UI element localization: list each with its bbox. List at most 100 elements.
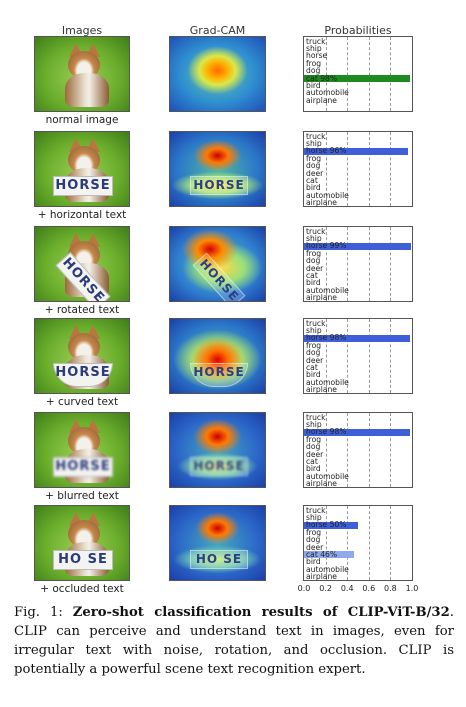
figure-caption: Fig. 1: Zero-shot classification results…	[14, 603, 454, 679]
grid-line	[347, 506, 349, 580]
axis-tick-label: 0.4	[340, 584, 354, 593]
probability-bar	[304, 521, 358, 529]
column-header-images: Images	[61, 24, 103, 37]
grid-line	[390, 37, 392, 111]
grid-line	[347, 319, 349, 393]
axis-tick-label: 0.0	[297, 584, 311, 593]
bar-label: cat 46%	[306, 549, 338, 559]
grid-line	[390, 319, 392, 393]
class-label: truck	[306, 226, 326, 236]
text-sign: HO SE	[53, 550, 113, 570]
class-label: bird	[306, 464, 321, 474]
cat-image: HORSE	[34, 412, 130, 488]
class-label: ship	[306, 419, 322, 429]
class-label: frog	[306, 248, 322, 258]
caption-text: . CLIP can perceive and understand text …	[14, 605, 454, 677]
bar-label: horse 96%	[306, 146, 347, 156]
probability-axis: 0.0 0.2 0.4 0.6 0.8 1.0	[298, 584, 419, 594]
cat-image: HORSE	[34, 131, 130, 207]
grid-line	[368, 132, 370, 206]
gradcam-heatmap: HORSE	[169, 131, 266, 207]
text-sign: HORSE	[53, 457, 113, 477]
class-label: frog	[306, 527, 322, 537]
axis-tick-label: 0.6	[362, 584, 376, 593]
grid-line	[368, 37, 370, 111]
grid-line	[347, 227, 349, 301]
class-label: ship	[306, 233, 322, 243]
grid-line	[390, 132, 392, 206]
class-label: truck	[306, 505, 326, 515]
bar-label: horse 98%	[306, 427, 347, 437]
class-label: automobile	[306, 377, 349, 387]
class-label: dog	[306, 442, 321, 452]
bar-label: horse 99%	[306, 241, 347, 251]
heatmap-text-sign: HORSE	[190, 176, 248, 195]
grid-line	[368, 413, 370, 487]
result-row: HORSE HORSE + rotated text truck ship horse 9…	[0, 226, 466, 318]
heatmap-text-sign: HORSE	[190, 457, 248, 476]
class-label: dog	[306, 256, 321, 266]
class-label: deer	[306, 449, 324, 459]
class-label: truck	[306, 412, 326, 422]
result-row: HORSE HORSE + blurred text truck ship horse 9…	[0, 412, 466, 504]
grid-line	[368, 319, 370, 393]
probability-bar	[304, 75, 410, 82]
class-label: cat	[306, 362, 318, 372]
grid-line	[368, 506, 370, 580]
grid-line	[390, 413, 392, 487]
caption-label: Fig. 1:	[14, 605, 63, 620]
heatmap-text-sign: HORSE	[190, 363, 248, 387]
class-label: truck	[306, 36, 326, 46]
gradcam-heatmap: HO SE	[169, 505, 266, 581]
grid-line	[390, 506, 392, 580]
bar-label: cat 98%	[306, 73, 338, 83]
grid-line	[368, 227, 370, 301]
class-label: dog	[306, 66, 321, 76]
gradcam-heatmap: HORSE	[169, 412, 266, 488]
class-label: ship	[306, 138, 322, 148]
probability-bar	[304, 147, 408, 155]
class-label: cat	[306, 456, 318, 466]
grid-line	[390, 227, 392, 301]
grid-line	[325, 227, 327, 301]
cat-image: HO SE	[34, 505, 130, 581]
class-label: automobile	[306, 471, 349, 481]
probability-bar	[304, 551, 354, 559]
probability-chart: truck ship horse 96% frog dog deer cat bird auto…	[303, 131, 413, 207]
bar-label: horse 50%	[306, 520, 347, 530]
class-label: deer	[306, 355, 324, 365]
grid-line	[347, 132, 349, 206]
text-sign: HORSE	[53, 176, 113, 196]
class-label: deer	[306, 542, 324, 552]
class-label: frog	[306, 58, 322, 68]
probability-chart: truck ship horse 50% frog dog deer cat 46% bird…	[303, 505, 413, 581]
class-label: airplane	[306, 95, 337, 105]
class-label: frog	[306, 434, 322, 444]
probability-bar	[304, 334, 410, 342]
class-label: airplane	[306, 572, 337, 582]
class-label: dog	[306, 535, 321, 545]
class-label: truck	[306, 131, 326, 141]
class-label: truck	[306, 318, 326, 328]
cat-image	[34, 36, 130, 112]
class-label: frog	[306, 340, 322, 350]
class-label: airplane	[306, 293, 337, 303]
column-header-gradcam: Grad-CAM	[189, 24, 246, 37]
row-caption: + blurred text	[45, 490, 119, 502]
probability-bar	[304, 242, 411, 250]
class-label: airplane	[306, 385, 337, 395]
column-header-probabilities: Probabilities	[324, 24, 392, 37]
probability-chart: truck ship horse frog dog cat 98% bird automobi…	[303, 36, 413, 112]
grid-line	[347, 413, 349, 487]
probability-chart: truck ship horse 98% frog dog deer cat bird auto…	[303, 318, 413, 394]
result-row: normal image truck ship horse frog dog cat 98%…	[0, 36, 466, 128]
axis-tick-label: 0.2	[319, 584, 332, 593]
row-caption: + curved text	[45, 396, 119, 408]
class-label: bird	[306, 370, 321, 380]
class-label: deer	[306, 263, 324, 273]
row-caption: + horizontal text	[37, 209, 127, 221]
gradcam-heatmap	[169, 36, 266, 112]
result-row: HORSE HORSE + horizontal text truck ship hors…	[0, 131, 466, 223]
heatmap-text-sign: HO SE	[190, 550, 248, 569]
cat-image: HORSE	[34, 226, 130, 302]
